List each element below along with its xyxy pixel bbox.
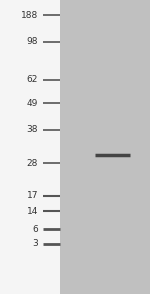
Text: 188: 188 [21, 11, 38, 19]
Text: 14: 14 [27, 206, 38, 216]
Text: 6: 6 [32, 225, 38, 233]
Text: 17: 17 [27, 191, 38, 201]
Bar [60, 0, 150, 294]
Bar [0, 0, 60, 294]
Text: 62: 62 [27, 76, 38, 84]
Text: 3: 3 [32, 240, 38, 248]
Text: 38: 38 [27, 126, 38, 134]
Text: 98: 98 [27, 38, 38, 46]
Text: 49: 49 [27, 98, 38, 108]
Text: 28: 28 [27, 158, 38, 168]
